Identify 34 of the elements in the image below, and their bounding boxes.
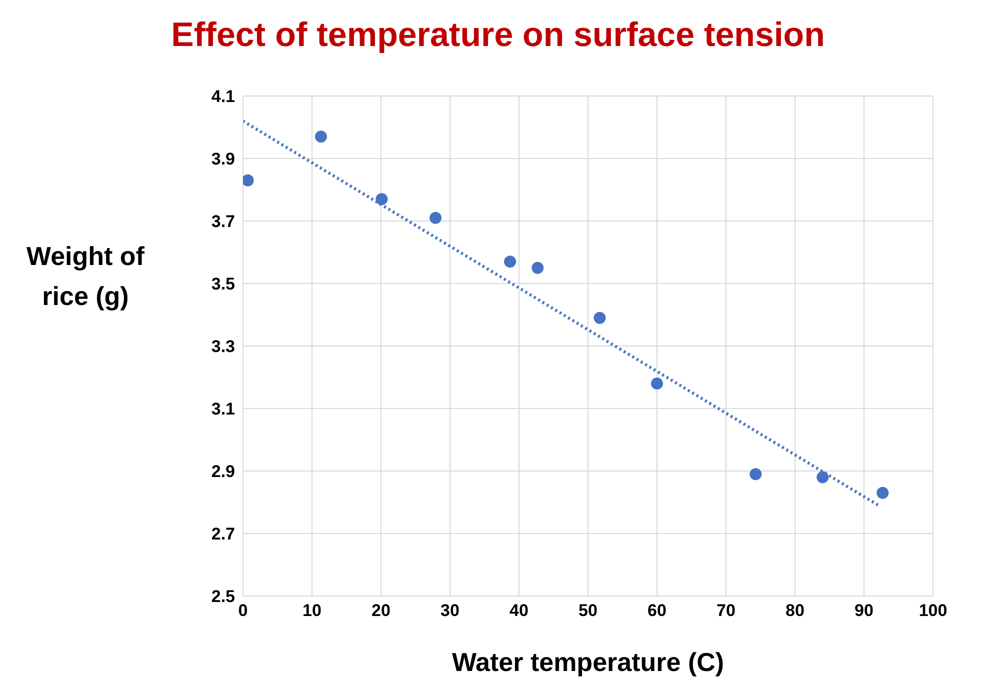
y-tick-label: 3.1 (211, 400, 235, 419)
chart-title: Effect of temperature on surface tension (170, 15, 826, 56)
y-tick-label: 3.3 (211, 337, 235, 356)
point (532, 262, 544, 274)
y-tick-label: 4.1 (211, 87, 235, 106)
x-tick-label: 80 (786, 601, 804, 620)
point (876, 486, 889, 499)
point (376, 193, 388, 206)
y-tick-label: 2.9 (211, 462, 235, 482)
x-axis-title: Water temperature (C) (452, 647, 724, 677)
x-tick-label: 100 (918, 601, 948, 620)
y-tick-label: 2.5 (211, 587, 235, 606)
y-tick-label: 2.7 (211, 524, 235, 544)
point (504, 256, 516, 268)
x-tick-label: 30 (440, 601, 460, 620)
x-tick-label: 90 (854, 601, 874, 620)
x-tick-label: 50 (578, 601, 598, 620)
x-tick-label: 70 (716, 601, 736, 620)
point (816, 471, 829, 484)
x-tick-label: 60 (648, 601, 666, 620)
point (651, 378, 663, 390)
point (314, 130, 327, 143)
point (430, 212, 442, 224)
point (750, 468, 762, 480)
x-tick-label: 0 (238, 601, 248, 620)
x-tick-label: 10 (302, 601, 322, 620)
y-axis-title: Weight of rice (g) (26, 240, 146, 313)
point (243, 174, 254, 186)
x-tick-label: 20 (372, 601, 390, 620)
x-tick-label: 40 (510, 601, 528, 620)
y-tick-label: 3.5 (211, 274, 235, 294)
y-tick-label: 3.9 (211, 150, 235, 169)
point (594, 312, 606, 324)
y-tick-label: 3.7 (211, 212, 235, 232)
